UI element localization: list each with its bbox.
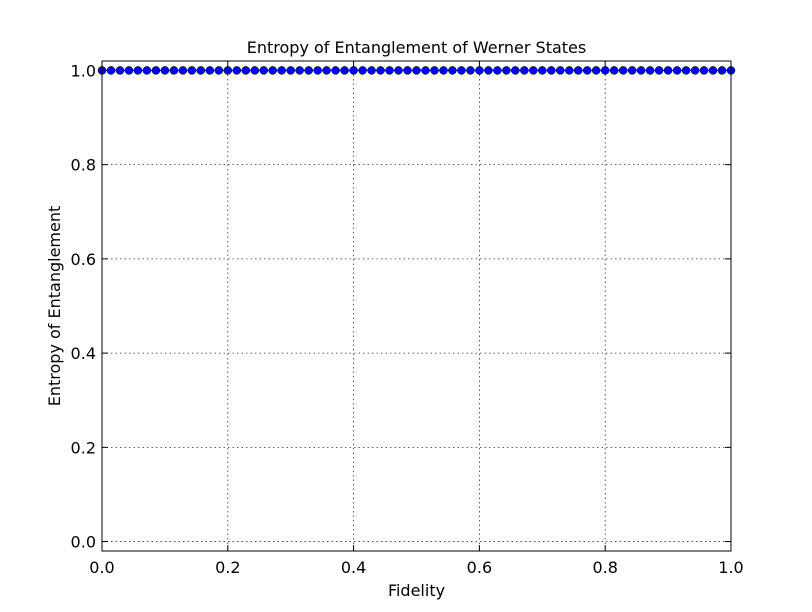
data-point — [565, 66, 574, 75]
data-point — [214, 66, 224, 75]
data-point — [142, 66, 152, 75]
data-point — [547, 66, 556, 75]
x-tick-label: 0.6 — [467, 558, 492, 577]
data-point — [367, 66, 376, 75]
data-point — [556, 66, 565, 75]
data-point — [340, 66, 349, 75]
data-point — [654, 66, 664, 75]
series-layer — [97, 66, 736, 75]
data-point — [573, 66, 583, 75]
data-point — [627, 66, 637, 75]
data-point — [286, 66, 295, 75]
data-point — [717, 66, 727, 75]
data-point — [313, 66, 322, 75]
data-point — [529, 66, 538, 75]
data-point — [493, 66, 502, 75]
data-point — [394, 66, 403, 75]
data-point — [133, 66, 143, 75]
data-point — [708, 66, 718, 75]
data-point — [430, 66, 439, 75]
data-point — [178, 66, 188, 75]
data-point — [322, 66, 331, 75]
data-point — [241, 66, 251, 75]
data-point — [115, 66, 125, 75]
data-point — [412, 66, 421, 75]
data-point — [223, 66, 233, 75]
data-point — [205, 66, 215, 75]
data-point — [421, 66, 430, 75]
data-point — [187, 66, 197, 75]
data-point — [466, 66, 475, 75]
data-point — [250, 66, 260, 75]
x-tick-label: 0.0 — [89, 558, 114, 577]
data-point — [591, 66, 601, 75]
data-point — [403, 66, 412, 75]
x-tick-label: 0.2 — [215, 558, 240, 577]
data-point — [636, 66, 646, 75]
data-point — [681, 66, 691, 75]
y-tick-label: 0.0 — [71, 533, 96, 552]
data-point — [331, 66, 340, 75]
data-point — [160, 66, 170, 75]
x-tick-label: 0.4 — [341, 558, 366, 577]
data-point — [672, 66, 682, 75]
data-point — [349, 66, 358, 75]
x-tick-label: 1.0 — [718, 558, 743, 577]
data-point — [124, 66, 134, 75]
data-point — [609, 66, 619, 75]
data-point — [304, 66, 313, 75]
data-point — [582, 66, 592, 75]
data-point — [457, 66, 466, 75]
y-tick-label: 0.4 — [71, 344, 96, 363]
y-tick-label: 0.6 — [71, 250, 96, 269]
y-axis-title: Entropy of Entanglement — [45, 206, 64, 407]
data-point — [376, 66, 385, 75]
data-point — [385, 66, 394, 75]
data-point — [475, 66, 484, 75]
data-point — [268, 66, 277, 75]
data-point — [151, 66, 161, 75]
data-point — [448, 66, 457, 75]
data-point — [538, 66, 547, 75]
data-point — [277, 66, 286, 75]
data-point — [484, 66, 493, 75]
data-point — [618, 66, 628, 75]
data-point — [502, 66, 511, 75]
y-tick-label: 1.0 — [71, 61, 96, 80]
x-axis-title: Fidelity — [388, 581, 445, 600]
labels-layer: 0.0 0.2 0.4 0.6 0.8 1.0 0.0 0.2 0.4 0.6 0.8 1.0 — [71, 61, 744, 577]
plot-frame — [101, 60, 732, 552]
x-tick-label: 0.8 — [592, 558, 617, 577]
data-point — [169, 66, 179, 75]
data-point — [663, 66, 673, 75]
chart-title: Entropy of Entanglement of Werner States — [247, 38, 586, 57]
y-tick-label: 0.2 — [71, 438, 96, 457]
data-point — [645, 66, 655, 75]
data-point — [259, 66, 268, 75]
data-point — [295, 66, 304, 75]
data-point — [439, 66, 448, 75]
data-point — [520, 66, 529, 75]
data-point — [358, 66, 367, 75]
data-point — [690, 66, 700, 75]
data-point — [232, 66, 242, 75]
data-point — [196, 66, 206, 75]
data-point — [106, 66, 116, 75]
data-point — [600, 66, 610, 75]
data-point — [699, 66, 709, 75]
data-point — [511, 66, 520, 75]
y-tick-label: 0.8 — [71, 156, 96, 175]
